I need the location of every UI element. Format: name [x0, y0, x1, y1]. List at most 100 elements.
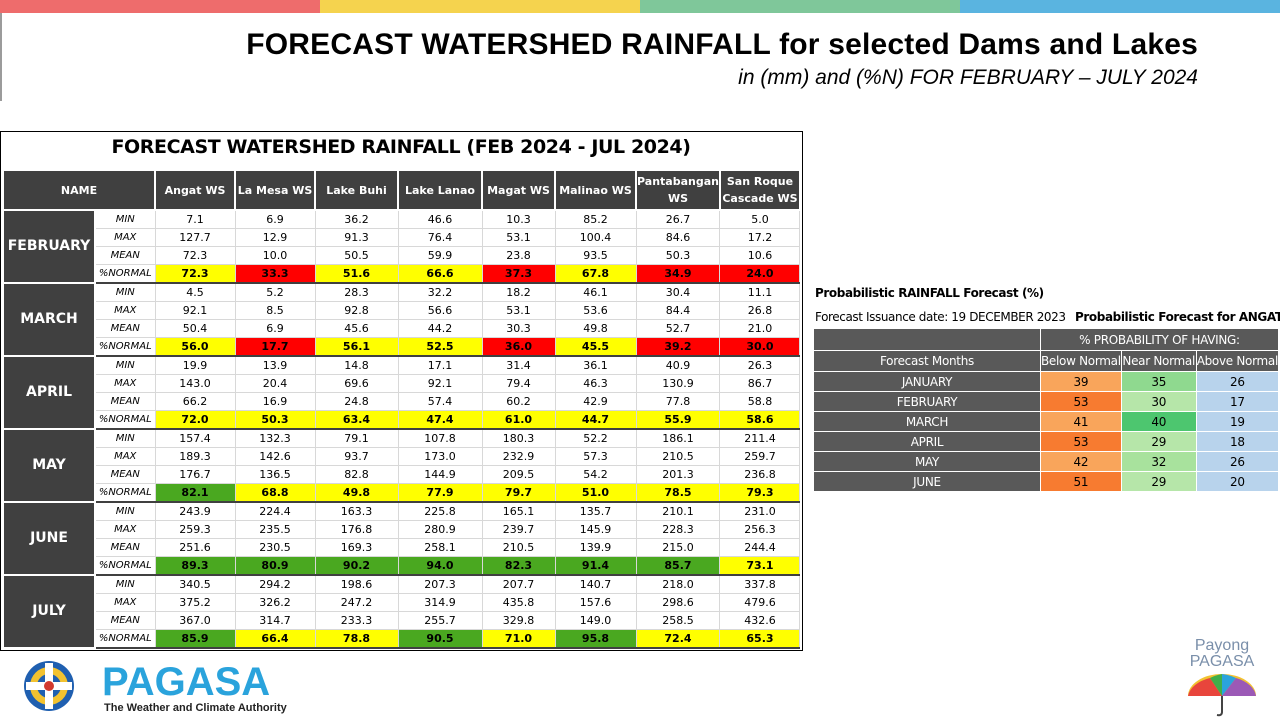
rainfall-cell: 12.9 [235, 228, 316, 247]
percent-normal-cell: 44.7 [555, 410, 637, 430]
rainfall-cell: 340.5 [155, 575, 236, 594]
table-row: MAX 127.7 12.9 91.3 76.4 53.1 100.4 84.6 17.2 [3, 228, 801, 247]
rainfall-cell: 10.3 [482, 210, 556, 229]
percent-normal-cell: 72.3 [155, 264, 236, 284]
rainfall-cell: 243.9 [155, 502, 236, 521]
rainfall-cell: 201.3 [636, 465, 721, 484]
rainfall-cell: 76.4 [398, 228, 483, 247]
rainfall-cell: 255.7 [398, 611, 483, 630]
percent-normal-cell: 37.3 [482, 264, 556, 284]
row-label: MIN [95, 210, 156, 229]
rainfall-cell: 157.4 [155, 429, 236, 448]
rainfall-cell: 50.5 [315, 246, 399, 265]
column-header: La Mesa WS [234, 169, 316, 211]
rainfall-cell: 5.2 [235, 283, 316, 302]
percent-normal-cell: 65.3 [719, 629, 801, 649]
rainfall-cell: 45.6 [315, 319, 399, 338]
table-row: MEAN 367.0 314.7 233.3 255.7 329.8 149.0 258.5 4… [3, 611, 801, 630]
rainfall-cell: 258.5 [636, 611, 721, 630]
row-label: MAX [95, 593, 156, 612]
percent-normal-cell: 51.6 [315, 264, 399, 284]
prob-row: APRIL 53 29 18 [813, 431, 1280, 452]
table-row: MEAN 50.4 6.9 45.6 44.2 30.3 49.8 52.7 21.0 [3, 319, 801, 338]
prob-value-cell: 29 [1120, 471, 1197, 492]
rainfall-cell: 53.1 [482, 228, 556, 247]
rainfall-cell: 143.0 [155, 374, 236, 393]
rainfall-cell: 93.7 [315, 447, 399, 466]
month-label: MAY [2, 428, 96, 503]
percent-normal-cell: 39.2 [636, 337, 721, 357]
rainfall-cell: 280.9 [398, 520, 483, 539]
prob-value-cell: 30 [1120, 391, 1197, 412]
prob-row: FEBRUARY 53 30 17 [813, 391, 1280, 412]
rainfall-cell: 239.7 [482, 520, 556, 539]
row-label: %NORMAL [95, 264, 156, 284]
rainfall-cell: 298.6 [636, 593, 721, 612]
rainfall-cell: 198.6 [315, 575, 399, 594]
rainfall-cell: 259.3 [155, 520, 236, 539]
prob-month-label: JANUARY [813, 371, 1041, 392]
prob-value-cell: 40 [1120, 411, 1197, 432]
rainfall-cell: 210.5 [636, 447, 721, 466]
prob-row: MARCH 41 40 19 [813, 411, 1280, 432]
rainfall-cell: 236.8 [719, 465, 801, 484]
rainfall-cell: 54.2 [555, 465, 637, 484]
table-row: MAX 92.1 8.5 92.8 56.6 53.1 53.6 84.4 26.8 [3, 301, 801, 320]
table-row: MEAN 72.3 10.0 50.5 59.9 23.8 93.5 50.3 10.6 [3, 246, 801, 265]
rainfall-cell: 100.4 [555, 228, 637, 247]
rainfall-cell: 59.9 [398, 246, 483, 265]
percent-normal-cell: 52.5 [398, 337, 483, 357]
column-header: Lake Lanao [397, 169, 483, 211]
prob-month-label: FEBRUARY [813, 391, 1041, 412]
rainfall-cell: 56.6 [398, 301, 483, 320]
prob-value-cell: 17 [1195, 391, 1280, 412]
row-label: MAX [95, 228, 156, 247]
table-row: MAY MIN 157.4 132.3 79.1 107.8 180.3 52.2 186.1 2… [2, 428, 801, 503]
rainfall-cell: 132.3 [235, 429, 316, 448]
table-row: MEAN 251.6 230.5 169.3 258.1 210.5 139.9 215.0 2… [3, 538, 801, 557]
slide-title: FORECAST WATERSHED RAINFALL for selected… [246, 28, 1198, 61]
rainfall-cell: 367.0 [155, 611, 236, 630]
rainfall-cell: 46.6 [398, 210, 483, 229]
rainfall-cell: 7.1 [155, 210, 236, 229]
percent-normal-cell: 90.5 [398, 629, 483, 649]
percent-normal-cell: 94.0 [398, 556, 483, 576]
percent-normal-cell: 78.5 [636, 483, 721, 503]
payong-line1: Payong [1195, 637, 1249, 654]
table-row: JUNE MIN 243.9 224.4 163.3 225.8 165.1 135.7 210… [2, 501, 801, 576]
table-row: APRIL MIN 19.9 13.9 14.8 17.1 31.4 36.1 40.9 26.3 [2, 355, 801, 430]
percent-normal-cell: 73.1 [719, 556, 801, 576]
rainfall-cell: 6.9 [235, 210, 316, 229]
row-label: MEAN [95, 611, 156, 630]
rainfall-cell: 91.3 [315, 228, 399, 247]
rainfall-cell: 14.8 [315, 356, 399, 375]
row-label: MIN [95, 575, 156, 594]
issuance-date: Forecast Issuance date: 19 DECEMBER 2023 [815, 310, 1066, 324]
rainfall-cell: 294.2 [235, 575, 316, 594]
percent-normal-cell: 49.8 [315, 483, 399, 503]
band-red [0, 0, 320, 13]
rainfall-cell: 84.6 [636, 228, 721, 247]
rainfall-cell: 169.3 [315, 538, 399, 557]
prob-column-header-row: Forecast Months Below Normal Near Normal A… [813, 350, 1280, 372]
month-label: MARCH [2, 282, 96, 357]
rainfall-cell: 145.9 [555, 520, 637, 539]
rainfall-cell: 130.9 [636, 374, 721, 393]
table-row: %NORMAL 72.3 33.3 51.6 66.6 37.3 67.8 34.9 24.0 [3, 264, 801, 284]
table-row: FEBRUARY MIN 7.1 6.9 36.2 46.6 10.3 85.2 26.7 5.0 [2, 209, 801, 284]
rainfall-cell: 230.5 [235, 538, 316, 557]
percent-normal-cell: 45.5 [555, 337, 637, 357]
percent-normal-cell: 66.4 [235, 629, 316, 649]
rainfall-cell: 72.3 [155, 246, 236, 265]
rainfall-cell: 84.4 [636, 301, 721, 320]
rainfall-table: NAME Angat WS La Mesa WS Lake Buhi Lake Lan… [2, 169, 801, 649]
rainfall-cell: 21.0 [719, 319, 801, 338]
rainfall-cell: 92.1 [398, 374, 483, 393]
rainfall-cell: 31.4 [482, 356, 556, 375]
rainfall-cell: 4.5 [155, 283, 236, 302]
rainfall-cell: 228.3 [636, 520, 721, 539]
rainfall-cell: 218.0 [636, 575, 721, 594]
top-color-band [0, 0, 1280, 13]
prob-value-cell: 26 [1195, 451, 1280, 472]
table-row: %NORMAL 89.3 80.9 90.2 94.0 82.3 91.4 85.7 73.1 [3, 556, 801, 576]
